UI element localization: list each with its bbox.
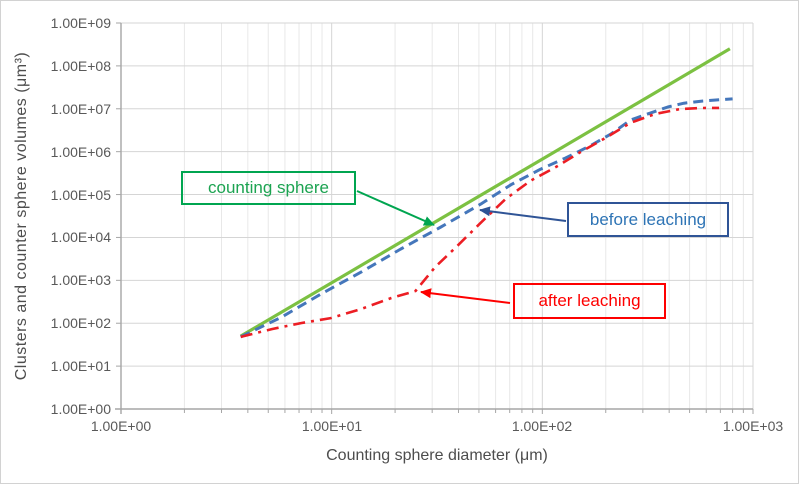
x-tick-label: 1.00E+02 bbox=[511, 418, 573, 434]
y-tick-label: 1.00E+02 bbox=[50, 315, 111, 331]
annotation-after-leaching-label: after leaching bbox=[538, 291, 641, 310]
x-tick-label: 1.00E+01 bbox=[301, 418, 363, 434]
y-tick-label: 1.00E+00 bbox=[50, 401, 111, 417]
x-tick-label: 1.00E+03 bbox=[722, 418, 784, 434]
annotation-counting-sphere: counting sphere bbox=[181, 171, 356, 205]
y-axis-title: Clusters and counter sphere volumes (μm³… bbox=[13, 51, 30, 381]
annotation-counting-sphere-label: counting sphere bbox=[208, 178, 329, 197]
series-counting-sphere bbox=[239, 47, 731, 338]
y-tick-label: 1.00E+09 bbox=[50, 15, 111, 31]
annotation-before-leaching-label: before leaching bbox=[589, 210, 707, 229]
y-tick-label: 1.00E+08 bbox=[50, 58, 111, 74]
annotation-after-leaching: after leaching bbox=[513, 283, 666, 319]
callout-arrow-counting-sphere bbox=[356, 190, 435, 226]
series-after-leaching bbox=[240, 106, 720, 339]
y-tick-label: 1.00E+04 bbox=[50, 229, 111, 245]
x-axis-title: Counting sphere diameter (μm) bbox=[326, 447, 548, 464]
series-before-leaching bbox=[240, 97, 733, 339]
y-tick-label: 1.00E+05 bbox=[50, 187, 111, 203]
y-tick-label: 1.00E+01 bbox=[50, 358, 111, 374]
y-tick-label: 1.00E+03 bbox=[50, 272, 111, 288]
callout-arrow-after-leaching bbox=[420, 288, 511, 304]
x-tick-label: 1.00E+00 bbox=[90, 418, 152, 434]
y-tick-label: 1.00E+07 bbox=[50, 101, 111, 117]
y-tick-label: 1.00E+06 bbox=[50, 144, 111, 160]
annotation-before-leaching: before leaching bbox=[567, 202, 729, 237]
callout-arrow-before-leaching bbox=[479, 206, 567, 222]
